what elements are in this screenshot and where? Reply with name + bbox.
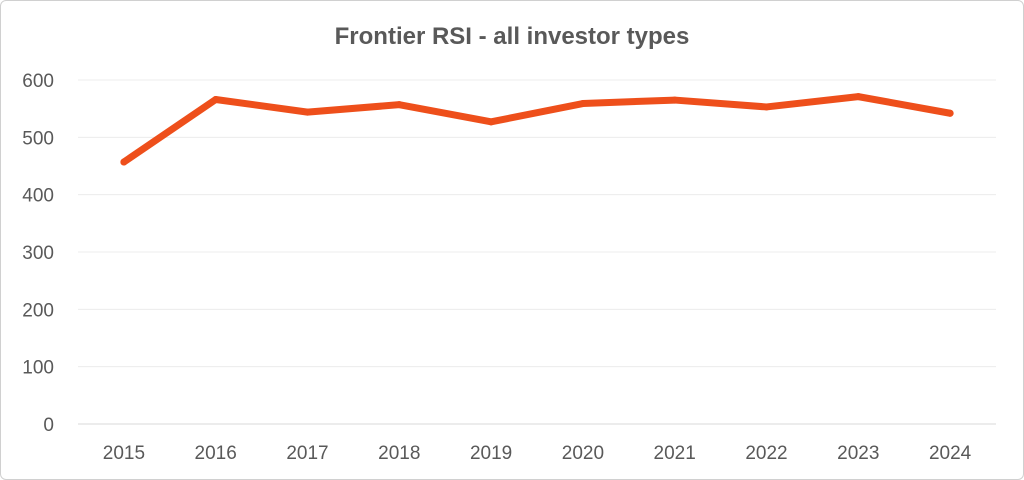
- x-tick-label: 2017: [286, 443, 328, 464]
- data-point-2023: [854, 93, 862, 101]
- x-tick-label: 2019: [470, 443, 512, 464]
- y-tick-label: 300: [22, 243, 54, 264]
- y-tick-label: 0: [43, 415, 54, 436]
- x-tick-label: 2020: [562, 443, 604, 464]
- x-tick-label: 2021: [654, 443, 696, 464]
- y-tick-label: 100: [22, 358, 54, 379]
- data-point-2018: [395, 101, 403, 109]
- x-tick-label: 2022: [745, 443, 787, 464]
- x-tick-label: 2015: [103, 443, 145, 464]
- data-point-2016: [212, 95, 220, 103]
- data-point-2020: [579, 100, 587, 108]
- y-tick-label: 600: [22, 71, 54, 92]
- data-point-2022: [763, 103, 770, 111]
- chart-title: Frontier RSI - all investor types: [335, 23, 690, 50]
- x-tick-label: 2024: [929, 443, 972, 464]
- data-point-2015: [120, 158, 128, 166]
- y-tick-label: 200: [22, 300, 54, 321]
- series-line: [120, 93, 954, 166]
- y-tick-label: 400: [22, 186, 54, 207]
- x-tick-label: 2023: [837, 443, 879, 464]
- x-tick-label: 2016: [195, 443, 237, 464]
- data-point-2019: [487, 118, 495, 126]
- y-tick-label: 500: [22, 128, 54, 149]
- x-tick-label: 2018: [378, 443, 420, 464]
- data-point-2024: [946, 109, 954, 117]
- data-point-2017: [304, 108, 311, 116]
- data-point-2021: [671, 96, 679, 104]
